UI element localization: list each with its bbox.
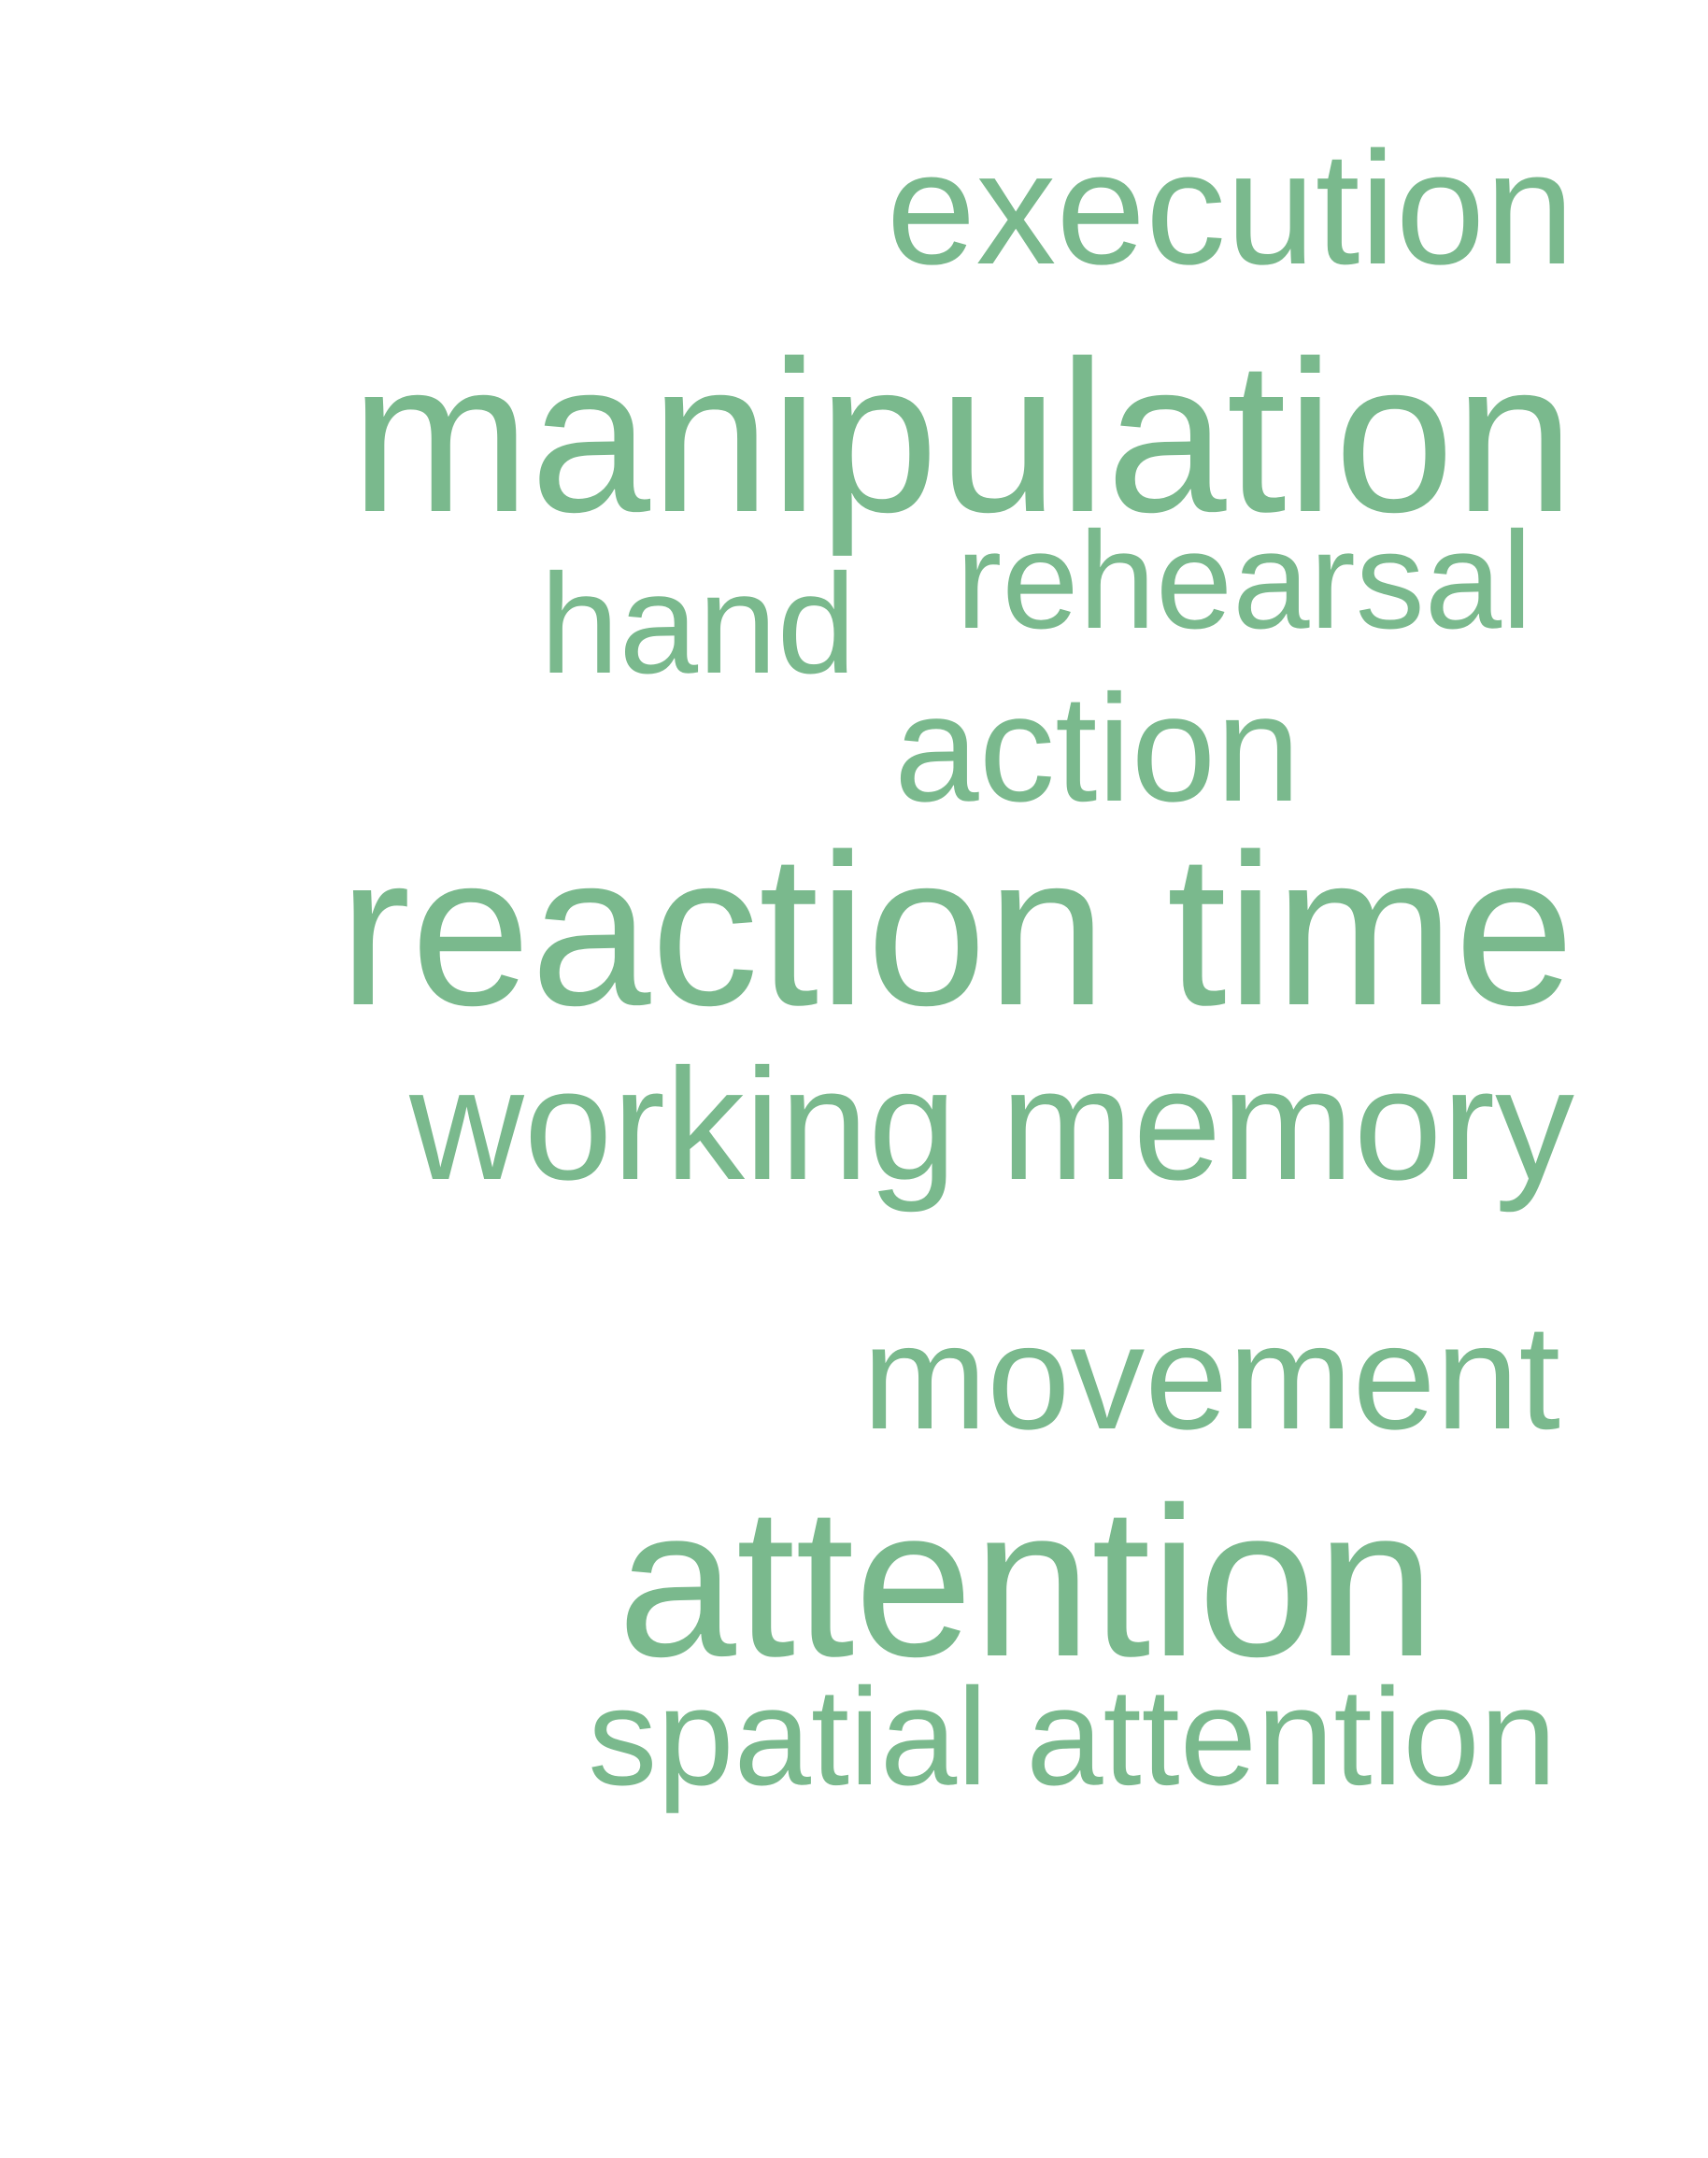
word-hand: hand (540, 545, 857, 703)
word-working-memory: working memory (409, 1036, 1574, 1214)
word-spatial-attention: spatial attention (588, 1660, 1557, 1814)
word-execution: execution (886, 119, 1574, 298)
word-movement: movement (862, 1293, 1560, 1460)
word-reaction-time: reaction time (338, 809, 1574, 1050)
word-attention: attention (618, 1464, 1435, 1701)
word-rehearsal: rehearsal (955, 504, 1532, 658)
word-manipulation: manipulation (350, 316, 1574, 557)
word-action: action (894, 662, 1301, 833)
